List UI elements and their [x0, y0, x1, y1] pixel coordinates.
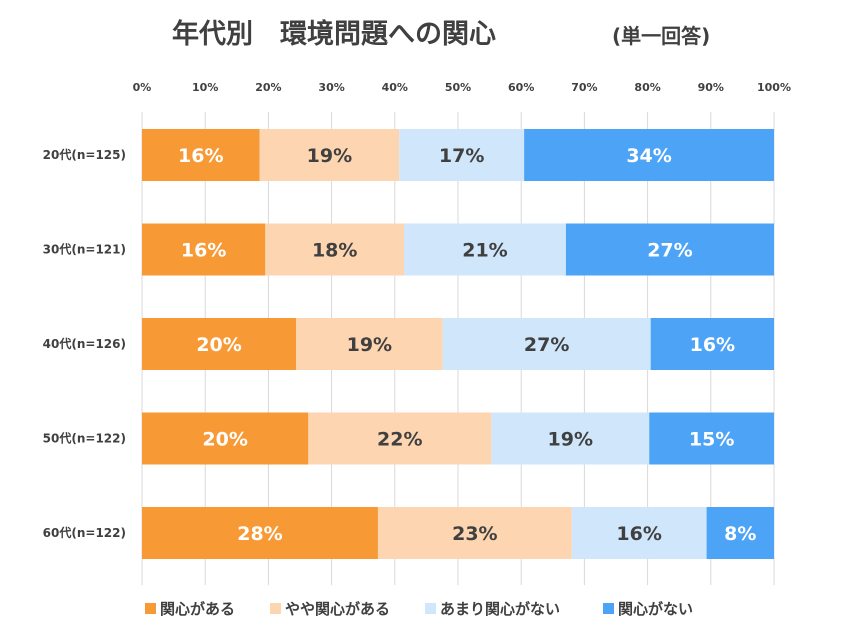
category-label: 50代(n=122)	[43, 431, 126, 446]
bar-segment	[706, 507, 774, 559]
bar-segment	[142, 223, 266, 276]
data-label: 23%	[452, 523, 497, 545]
x-tick-label: 60%	[508, 81, 534, 94]
legend-label: やや関心がある	[285, 600, 390, 618]
legend: 関心がある やや関心がある あまり関心がない 関心がない	[145, 600, 693, 618]
legend-swatch	[425, 603, 436, 614]
bar-segment	[404, 223, 566, 276]
bars: 16% 19% 17% 34% 16% 18% 21% 27% 20% 19% 27% 16% 20% 2…	[142, 129, 774, 559]
data-label: 19%	[307, 145, 352, 167]
data-label: 28%	[237, 523, 282, 545]
bar-segment	[565, 223, 774, 276]
data-label: 16%	[181, 240, 226, 262]
y-axis-categories: 20代(n=125) 30代(n=121) 40代(n=126) 50代(n=122)…	[43, 147, 126, 540]
x-tick-label: 40%	[382, 81, 408, 94]
chart-title: 年代別 環境問題への関心	[172, 18, 496, 50]
x-tick-label: 20%	[255, 81, 281, 94]
bar-segment	[142, 507, 378, 559]
data-label: 19%	[548, 429, 593, 451]
x-tick-label: 30%	[318, 81, 344, 94]
data-label: 8%	[724, 523, 756, 545]
legend-swatch	[145, 603, 156, 614]
legend-label: 関心がある	[160, 600, 235, 618]
data-label: 22%	[377, 429, 422, 451]
data-label: 21%	[462, 240, 507, 262]
x-tick-label: 80%	[634, 81, 660, 94]
data-label: 27%	[524, 334, 569, 356]
bar-segment	[524, 129, 774, 181]
category-label: 30代(n=121)	[43, 242, 126, 257]
data-label: 16%	[178, 145, 223, 167]
data-label: 18%	[312, 240, 357, 262]
x-tick-label: 10%	[192, 81, 218, 94]
data-label: 16%	[616, 523, 661, 545]
bar-segment	[142, 129, 260, 181]
x-tick-label: 90%	[698, 81, 724, 94]
bar-segment	[649, 412, 774, 465]
data-label: 16%	[690, 334, 735, 356]
x-tick-label: 0%	[133, 81, 152, 94]
x-tick-label: 50%	[445, 81, 471, 94]
category-label: 40代(n=126)	[43, 336, 126, 351]
bar-segment	[142, 412, 309, 465]
legend-label: あまり関心がない	[440, 600, 560, 618]
category-label: 60代(n=122)	[43, 525, 126, 540]
x-tick-label: 70%	[571, 81, 597, 94]
bar-segment	[399, 129, 525, 181]
category-label: 20代(n=125)	[43, 147, 126, 162]
data-label: 19%	[347, 334, 392, 356]
bar-segment	[650, 318, 774, 370]
bar-segment	[259, 129, 400, 181]
bar-segment	[491, 412, 650, 465]
data-label: 20%	[196, 334, 241, 356]
x-tick-label: 100%	[757, 81, 791, 94]
bar-segment	[442, 318, 651, 370]
data-label: 34%	[626, 145, 671, 167]
legend-swatch	[603, 603, 614, 614]
legend-label: 関心がない	[618, 600, 693, 618]
bar-segment	[377, 507, 572, 559]
bar-segment	[265, 223, 405, 276]
bar-segment	[296, 318, 443, 370]
bar-segment	[142, 318, 297, 370]
data-label: 17%	[439, 145, 484, 167]
bar-segment	[571, 507, 707, 559]
chart-subtitle: (単一回答)	[612, 24, 710, 48]
data-label: 20%	[202, 429, 247, 451]
legend-swatch	[270, 603, 281, 614]
data-label: 27%	[647, 240, 692, 262]
bar-segment	[308, 412, 492, 465]
x-axis-ticks: 0% 10% 20% 30% 40% 50% 60% 70% 80% 90% 100%	[133, 81, 791, 94]
data-label: 15%	[689, 429, 734, 451]
